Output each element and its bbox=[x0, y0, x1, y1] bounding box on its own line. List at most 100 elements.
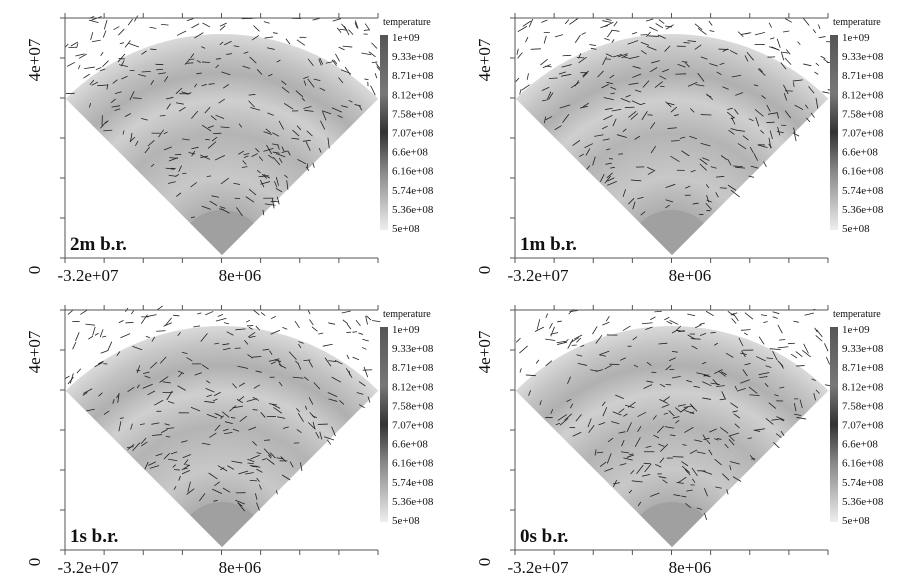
flow-arrow bbox=[196, 72, 202, 75]
flow-arrow bbox=[556, 340, 566, 344]
flow-arrow bbox=[744, 363, 751, 366]
flow-arrow bbox=[194, 83, 198, 88]
flow-arrow bbox=[140, 314, 148, 324]
flow-arrow bbox=[165, 96, 174, 100]
flow-arrow bbox=[684, 61, 690, 68]
flow-arrow bbox=[542, 64, 551, 69]
flow-arrow bbox=[151, 336, 156, 342]
flow-arrow bbox=[607, 177, 615, 182]
flow-arrow bbox=[346, 354, 350, 360]
flow-arrow bbox=[186, 357, 193, 362]
flow-arrow bbox=[128, 43, 140, 48]
flow-arrow bbox=[251, 465, 261, 468]
flow-arrow bbox=[348, 99, 353, 103]
flow-arrow bbox=[149, 26, 157, 29]
flow-arrow bbox=[84, 66, 95, 70]
flow-arrow bbox=[138, 73, 147, 77]
flow-arrow bbox=[626, 455, 632, 458]
flow-arrow bbox=[588, 424, 595, 433]
flow-arrow bbox=[610, 86, 617, 90]
flow-arrow bbox=[766, 357, 773, 359]
flow-arrow bbox=[803, 343, 809, 354]
flow-arrow bbox=[668, 357, 676, 362]
flow-arrow bbox=[706, 93, 714, 101]
flow-arrow bbox=[186, 18, 194, 22]
flow-arrow bbox=[543, 116, 547, 124]
flow-arrow bbox=[103, 410, 110, 416]
flow-arrow bbox=[557, 414, 567, 421]
flow-arrow bbox=[783, 84, 789, 95]
flow-arrow bbox=[525, 36, 529, 43]
flow-arrow bbox=[680, 408, 686, 413]
flow-arrow bbox=[168, 157, 179, 162]
flow-arrow bbox=[158, 129, 164, 138]
flow-arrow bbox=[595, 334, 603, 344]
flow-arrow bbox=[637, 196, 644, 200]
flow-arrow bbox=[284, 174, 288, 179]
flow-arrow bbox=[665, 101, 672, 108]
flow-arrow bbox=[604, 37, 611, 41]
flow-arrow bbox=[267, 154, 274, 159]
flow-arrow bbox=[328, 360, 337, 362]
panel: 4e+07 0 -3.2e+07 8e+06 1m b.r. temperature 1e+… bbox=[475, 13, 884, 285]
flow-arrow bbox=[683, 42, 690, 44]
flow-arrow bbox=[303, 76, 309, 79]
flow-arrow bbox=[802, 350, 811, 358]
flow-arrow bbox=[658, 443, 665, 447]
flow-arrow bbox=[561, 64, 572, 68]
flow-arrow bbox=[89, 79, 95, 85]
flow-arrow bbox=[727, 158, 732, 166]
flow-arrow bbox=[328, 322, 336, 325]
flow-arrow bbox=[318, 58, 322, 66]
flow-arrow bbox=[700, 142, 711, 147]
flow-arrow bbox=[678, 476, 687, 483]
flow-arrow bbox=[264, 36, 274, 39]
flow-arrow bbox=[269, 452, 276, 459]
flow-arrow bbox=[94, 362, 103, 368]
flow-arrow bbox=[165, 317, 172, 326]
flow-arrow bbox=[566, 398, 572, 402]
flow-arrow bbox=[248, 100, 255, 108]
flow-arrow bbox=[231, 460, 243, 464]
flow-arrow bbox=[307, 310, 311, 315]
flow-arrow bbox=[564, 339, 569, 343]
flow-arrow bbox=[129, 136, 136, 143]
flow-arrow bbox=[215, 64, 219, 69]
flow-arrow bbox=[729, 461, 740, 465]
flow-arrow bbox=[118, 320, 124, 324]
flow-arrow bbox=[797, 41, 801, 45]
flow-arrow bbox=[341, 23, 348, 31]
flow-arrow bbox=[76, 368, 82, 374]
flow-arrow bbox=[305, 166, 310, 172]
flow-arrow bbox=[602, 20, 612, 23]
flow-arrow bbox=[631, 31, 638, 35]
flow-arrow bbox=[75, 332, 80, 342]
colorbar-label: 5.36e+08 bbox=[392, 204, 434, 216]
flow-arrow bbox=[670, 155, 680, 163]
flow-arrow bbox=[559, 417, 569, 426]
flow-arrow bbox=[731, 74, 742, 78]
flow-arrow bbox=[291, 137, 300, 140]
flow-arrow bbox=[342, 319, 348, 325]
flow-arrow bbox=[722, 394, 726, 400]
flow-arrow bbox=[748, 118, 754, 122]
flow-arrow bbox=[218, 98, 225, 104]
flow-arrow bbox=[114, 91, 122, 95]
flow-arrow bbox=[331, 107, 342, 113]
flow-arrow bbox=[676, 482, 684, 484]
flow-arrow bbox=[91, 81, 99, 86]
flow-arrow bbox=[270, 361, 276, 365]
flow-arrow bbox=[709, 63, 718, 67]
flow-arrow bbox=[515, 77, 520, 82]
flow-arrow bbox=[205, 380, 211, 384]
flow-arrow bbox=[207, 125, 214, 129]
flow-arrow bbox=[263, 174, 271, 179]
flow-arrow bbox=[594, 449, 597, 456]
colorbar-label: 7.07e+08 bbox=[392, 128, 434, 140]
flow-arrow bbox=[303, 106, 312, 109]
x-tick-label: -3.2e+07 bbox=[57, 266, 119, 285]
flow-arrow bbox=[534, 326, 545, 332]
flow-arrow bbox=[181, 91, 188, 95]
flow-arrow bbox=[92, 326, 96, 336]
flow-arrow bbox=[336, 27, 342, 33]
